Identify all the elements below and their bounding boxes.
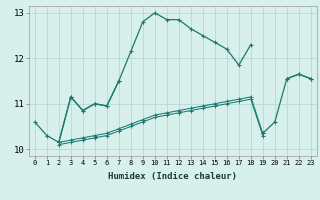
X-axis label: Humidex (Indice chaleur): Humidex (Indice chaleur) — [108, 172, 237, 181]
